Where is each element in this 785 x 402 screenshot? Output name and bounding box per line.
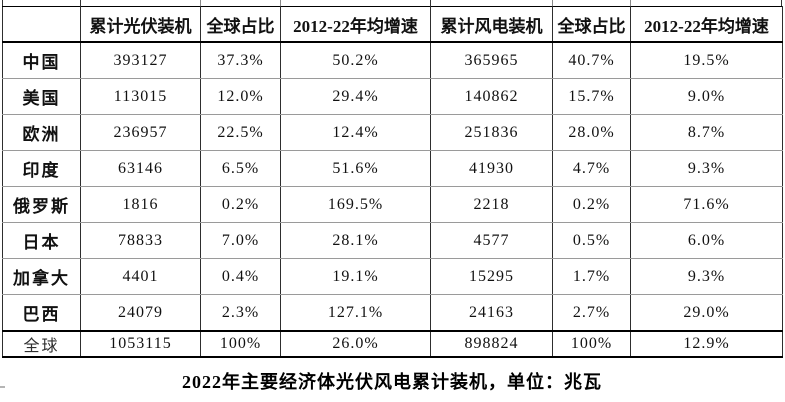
table-body: 中国 393127 37.3% 50.2% 365965 40.7% 19.5% 美国 1130… — [2, 41, 783, 358]
value-cell: 4577 — [430, 222, 553, 259]
region-cell: 美国 — [2, 78, 81, 115]
value-cell: 6.5% — [200, 150, 281, 187]
region-cell: 加拿大 — [2, 258, 81, 295]
value-cell: 12.0% — [200, 78, 281, 115]
value-cell: 1053115 — [80, 330, 201, 358]
column-header: 累计风电装机 — [430, 6, 553, 43]
value-cell: 15295 — [430, 258, 553, 295]
value-cell: 9.3% — [630, 258, 783, 295]
header-row: 累计光伏装机 全球占比 2012-22年均增速 累计风电装机 全球占比 2012-22年均… — [2, 6, 783, 43]
region-cell: 印度 — [2, 150, 81, 187]
value-cell: 100% — [200, 330, 281, 358]
value-cell: 22.5% — [200, 114, 281, 151]
gridline-artifact — [0, 386, 5, 388]
column-header: 累计光伏装机 — [80, 6, 201, 43]
table-row: 印度 63146 6.5% 51.6% 41930 4.7% 9.3% — [2, 150, 783, 187]
value-cell: 28.0% — [552, 114, 631, 151]
table-row: 巴西 24079 2.3% 127.1% 24163 2.7% 29.0% — [2, 294, 783, 332]
value-cell: 0.5% — [552, 222, 631, 259]
value-cell: 0.2% — [200, 186, 281, 223]
gridline-tick — [200, 0, 201, 6]
value-cell: 26.0% — [280, 330, 431, 358]
value-cell: 0.2% — [552, 186, 631, 223]
column-header: 全球占比 — [552, 6, 631, 43]
value-cell: 140862 — [430, 78, 553, 115]
column-header: 2012-22年均增速 — [630, 6, 783, 43]
table-row: 加拿大 4401 0.4% 19.1% 15295 1.7% 9.3% — [2, 258, 783, 295]
value-cell: 63146 — [80, 150, 201, 187]
gridline-tick — [430, 0, 431, 6]
table-row: 欧洲 236957 22.5% 12.4% 251836 28.0% 8.7% — [2, 114, 783, 151]
pv-wind-capacity-table: 累计光伏装机 全球占比 2012-22年均增速 累计风电装机 全球占比 2012-22年均… — [2, 6, 783, 358]
value-cell: 9.0% — [630, 78, 783, 115]
table-row: 美国 113015 12.0% 29.4% 140862 15.7% 9.0% — [2, 78, 783, 115]
value-cell: 0.4% — [200, 258, 281, 295]
gridline-tick — [80, 0, 81, 6]
value-cell: 393127 — [80, 41, 201, 79]
gridline-tick — [630, 0, 631, 6]
region-cell: 全球 — [2, 330, 81, 358]
value-cell: 37.3% — [200, 41, 281, 79]
value-cell: 127.1% — [280, 294, 431, 332]
value-cell: 251836 — [430, 114, 553, 151]
table-row: 全球 1053115 100% 26.0% 898824 100% 12.9% — [2, 330, 783, 358]
region-cell: 巴西 — [2, 294, 81, 332]
value-cell: 1.7% — [552, 258, 631, 295]
value-cell: 19.5% — [630, 41, 783, 79]
value-cell: 6.0% — [630, 222, 783, 259]
value-cell: 12.9% — [630, 330, 783, 358]
value-cell: 28.1% — [280, 222, 431, 259]
gridline-tick — [781, 0, 782, 6]
value-cell: 8.7% — [630, 114, 783, 151]
value-cell: 2.3% — [200, 294, 281, 332]
column-header: 2012-22年均增速 — [280, 6, 431, 43]
table-row: 日本 78833 7.0% 28.1% 4577 0.5% 6.0% — [2, 222, 783, 259]
value-cell: 7.0% — [200, 222, 281, 259]
value-cell: 4.7% — [552, 150, 631, 187]
value-cell: 41930 — [430, 150, 553, 187]
table-caption: 2022年主要经济体光伏风电累计装机，单位：兆瓦 — [182, 372, 602, 392]
table-row: 俄罗斯 1816 0.2% 169.5% 2218 0.2% 71.6% — [2, 186, 783, 223]
value-cell: 24079 — [80, 294, 201, 332]
region-cell: 中国 — [2, 41, 81, 79]
value-cell: 71.6% — [630, 186, 783, 223]
value-cell: 24163 — [430, 294, 553, 332]
value-cell: 50.2% — [280, 41, 431, 79]
region-cell: 日本 — [2, 222, 81, 259]
value-cell: 113015 — [80, 78, 201, 115]
value-cell: 236957 — [80, 114, 201, 151]
value-cell: 51.6% — [280, 150, 431, 187]
value-cell: 9.3% — [630, 150, 783, 187]
value-cell: 29.4% — [280, 78, 431, 115]
value-cell: 29.0% — [630, 294, 783, 332]
region-cell: 俄罗斯 — [2, 186, 81, 223]
value-cell: 365965 — [430, 41, 553, 79]
gridline-tick — [2, 0, 3, 6]
value-cell: 169.5% — [280, 186, 431, 223]
column-header: 全球占比 — [200, 6, 281, 43]
value-cell: 12.4% — [280, 114, 431, 151]
column-header — [2, 6, 81, 43]
table-row: 中国 393127 37.3% 50.2% 365965 40.7% 19.5% — [2, 41, 783, 79]
value-cell: 2218 — [430, 186, 553, 223]
gridline-tick — [552, 0, 553, 6]
value-cell: 100% — [552, 330, 631, 358]
value-cell: 1816 — [80, 186, 201, 223]
value-cell: 2.7% — [552, 294, 631, 332]
region-cell: 欧洲 — [2, 114, 81, 151]
value-cell: 15.7% — [552, 78, 631, 115]
value-cell: 4401 — [80, 258, 201, 295]
value-cell: 898824 — [430, 330, 553, 358]
value-cell: 19.1% — [280, 258, 431, 295]
value-cell: 78833 — [80, 222, 201, 259]
value-cell: 40.7% — [552, 41, 631, 79]
gridline-tick — [280, 0, 281, 6]
